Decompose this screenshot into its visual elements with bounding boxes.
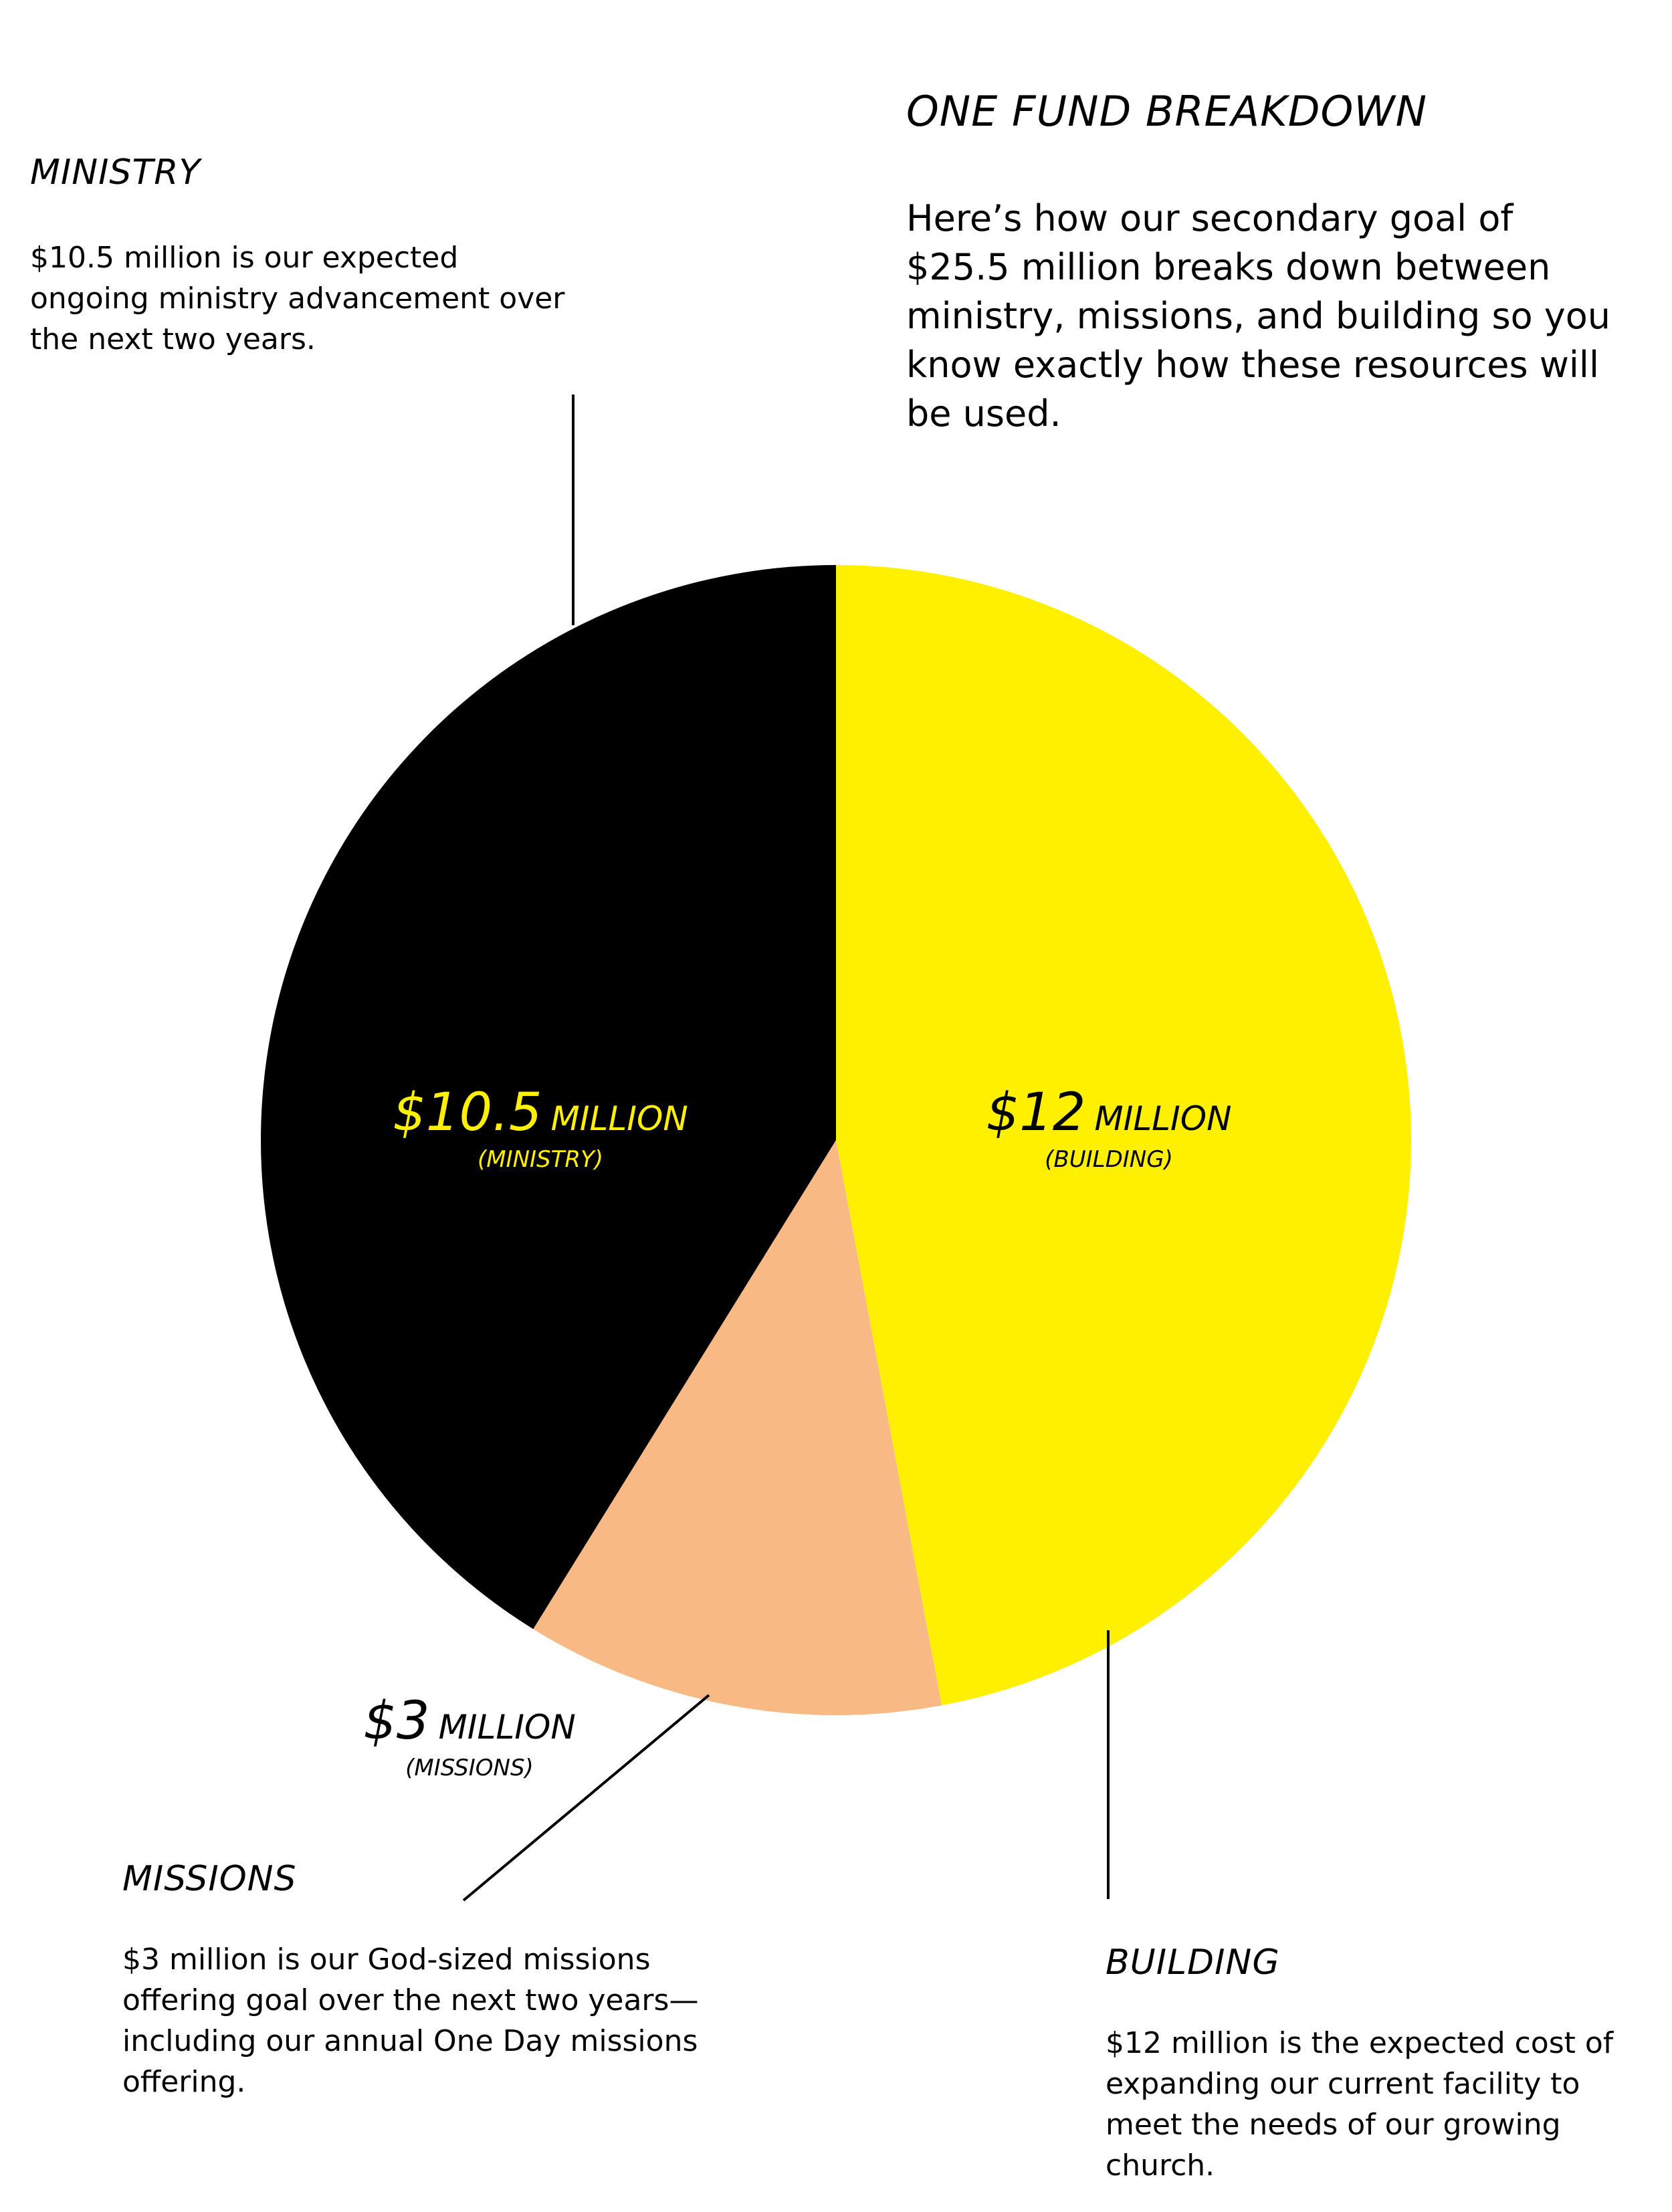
missions-unit: MILLION [439, 1708, 576, 1747]
svg-text:$3 MILLION: $3 MILLION [363, 1691, 575, 1751]
missions-slice [533, 1140, 942, 1716]
svg-text:$10.5 MILLION: $10.5 MILLION [393, 1083, 688, 1143]
pie-slices [260, 565, 1412, 1716]
svg-text:$12 MILLION: $12 MILLION [986, 1083, 1231, 1143]
missions-amount: $3 [363, 1691, 429, 1751]
building-amount: $12 [986, 1083, 1085, 1143]
missions-heading: MISSIONS [122, 1859, 297, 1899]
missions-slice-label: $3 MILLION (MISSIONS) [363, 1691, 575, 1781]
ministry-description: $10.5 million is our expected ongoing mi… [30, 241, 565, 356]
ministry-slice-label: $10.5 MILLION (MINISTRY) [393, 1083, 688, 1173]
ministry-slice [260, 565, 836, 1630]
building-unit: MILLION [1094, 1099, 1231, 1138]
building-slice-label: $12 MILLION (BUILDING) [986, 1083, 1231, 1173]
missions-description: $3 million is our God-sized missions off… [122, 1943, 699, 2099]
building-description: $12 million is the expected cost of expa… [1106, 2026, 1614, 2183]
page-title: ONE FUND BREAKDOWN [906, 87, 1428, 136]
ministry-category: (MINISTRY) [478, 1146, 603, 1173]
ministry-unit: MILLION [551, 1099, 688, 1138]
missions-category: (MISSIONS) [405, 1755, 534, 1781]
building-heading: BUILDING [1106, 1943, 1280, 1983]
building-slice [836, 565, 1412, 1706]
building-category: (BUILDING) [1045, 1146, 1173, 1173]
intro-paragraph: Here’s how our secondary goal of $25.5 m… [906, 197, 1610, 435]
ministry-heading: MINISTRY [30, 152, 201, 193]
ministry-amount: $10.5 [393, 1083, 542, 1143]
missions-leader-line [462, 1694, 710, 1902]
